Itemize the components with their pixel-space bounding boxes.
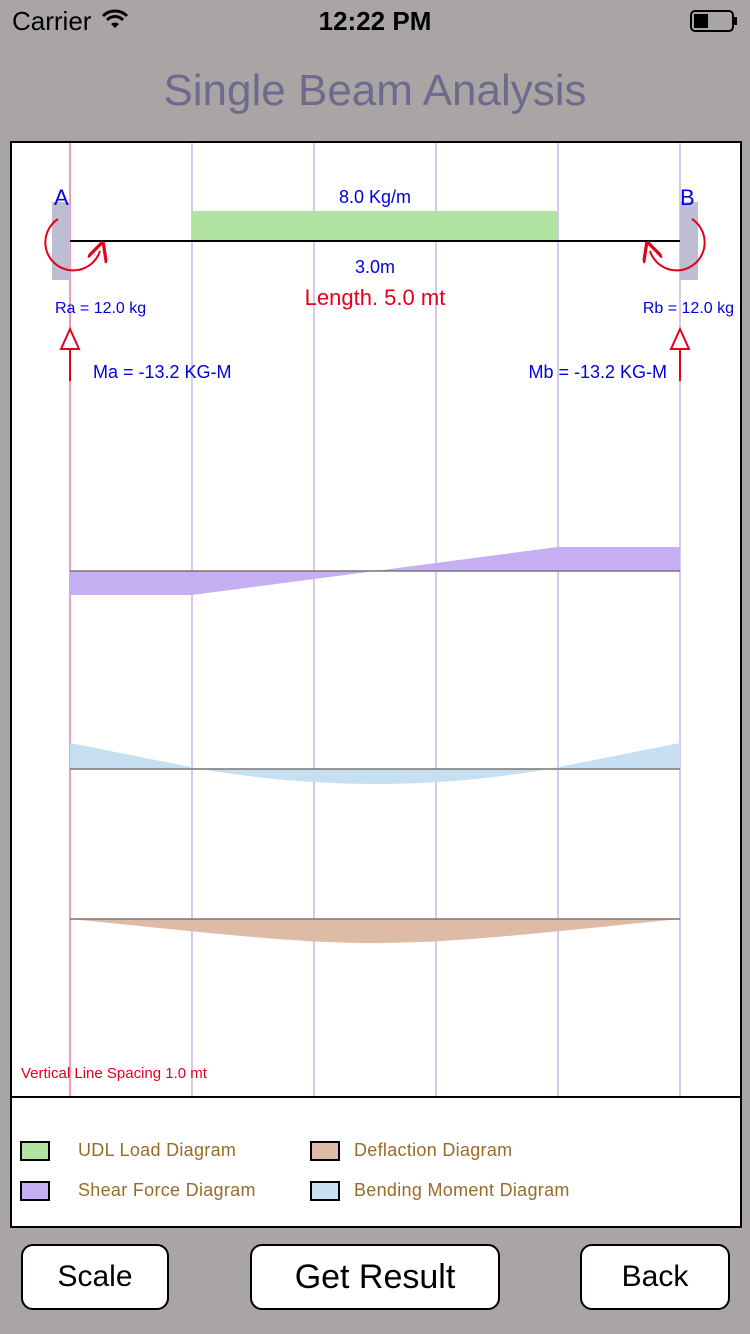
reaction-a-arrow-icon <box>59 326 81 381</box>
battery-icon <box>690 10 737 32</box>
moment-a-label: Ma = -13.2 KG-M <box>93 362 232 382</box>
legend-label: Deflaction Diagram <box>354 1140 513 1160</box>
bending-swatch <box>310 1180 340 1201</box>
status-time: 12:22 PM <box>318 6 432 36</box>
bending-moment-diagram <box>70 743 680 784</box>
support-a-block <box>52 202 70 280</box>
support-b-label: B <box>680 185 695 210</box>
moment-b-arc-icon <box>650 218 706 272</box>
wifi-icon <box>101 9 129 28</box>
beam-diagram: A B 8.0 Kg/m 3.0m Length. 5.0 mt Ra = 12… <box>21 143 734 1096</box>
back-button[interactable]: Back <box>580 1244 730 1310</box>
shear-force-diagram <box>70 547 680 595</box>
legend-label: Shear Force Diagram <box>78 1180 256 1200</box>
legend-item-deflection: Deflaction Diagram <box>310 1140 512 1161</box>
udl-span-label: 3.0m <box>355 257 395 277</box>
status-bar: Carrier 12:22 PM <box>0 0 750 42</box>
legend: UDL Load Diagram Deflaction Diagram Shea… <box>12 1096 740 1228</box>
legend-item-udl: UDL Load Diagram <box>20 1140 236 1161</box>
reaction-b-arrow-icon <box>669 326 691 381</box>
scale-button[interactable]: Scale <box>21 1244 169 1310</box>
shear-swatch <box>20 1180 50 1201</box>
beam-analysis-panel: A B 8.0 Kg/m 3.0m Length. 5.0 mt Ra = 12… <box>10 141 742 1228</box>
support-b-block <box>680 202 698 280</box>
legend-item-shear: Shear Force Diagram <box>20 1180 256 1201</box>
line-spacing-note: Vertical Line Spacing 1.0 mt <box>21 1065 208 1082</box>
legend-label: Bending Moment Diagram <box>354 1180 570 1200</box>
carrier-label: Carrier <box>12 6 92 36</box>
deflection-swatch <box>310 1140 340 1161</box>
beam-length-label: Length. 5.0 mt <box>305 285 446 310</box>
udl-swatch <box>20 1140 50 1161</box>
legend-label: UDL Load Diagram <box>78 1140 237 1160</box>
get-result-button[interactable]: Get Result <box>250 1244 500 1310</box>
support-a-label: A <box>54 185 69 210</box>
legend-item-bending: Bending Moment Diagram <box>310 1180 570 1201</box>
udl-load-label: 8.0 Kg/m <box>339 187 411 207</box>
udl-load-block <box>192 211 558 241</box>
page-title: Single Beam Analysis <box>163 66 587 115</box>
deflection-diagram <box>70 918 680 943</box>
reaction-a-label: Ra = 12.0 kg <box>55 300 146 317</box>
moment-a-arc-icon <box>44 218 100 272</box>
moment-b-label: Mb = -13.2 KG-M <box>528 362 667 382</box>
reaction-b-label: Rb = 12.0 kg <box>643 300 734 317</box>
